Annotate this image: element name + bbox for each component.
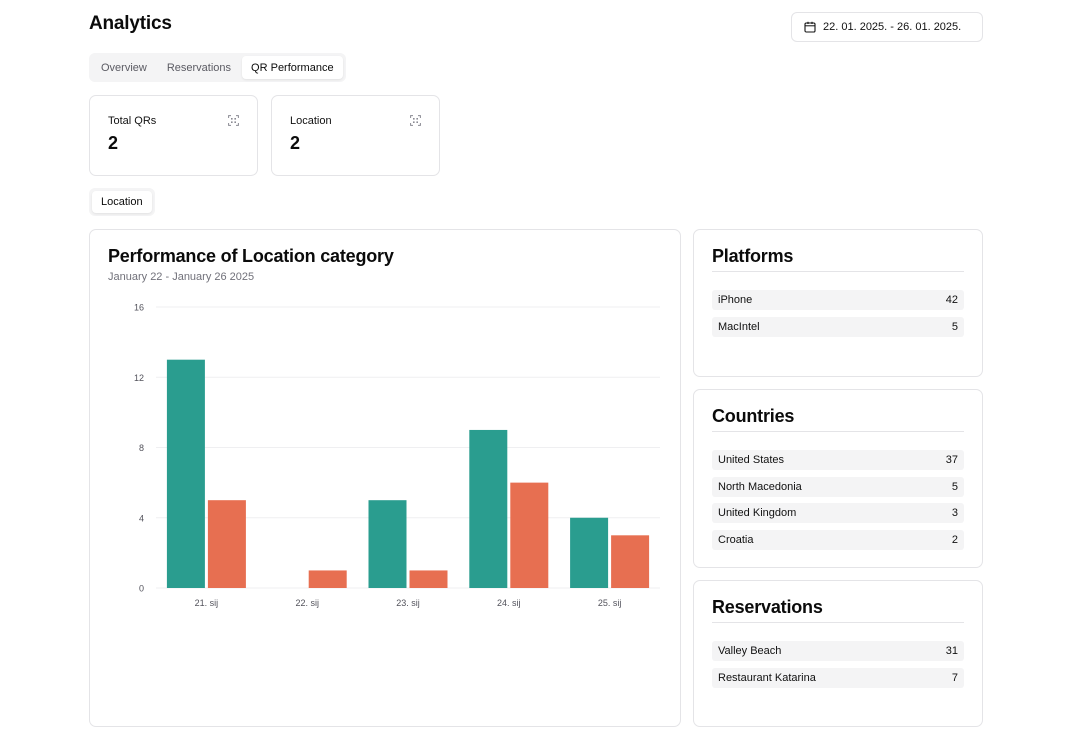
- chart-subtitle: January 22 - January 26 2025: [108, 271, 255, 283]
- country-count: 2: [951, 533, 958, 546]
- qr-scan-icon: [410, 115, 421, 126]
- bar: [611, 535, 650, 588]
- country-count: 37: [945, 454, 958, 466]
- analytics-tabs: Overview Reservations QR Performance: [89, 53, 346, 82]
- stat-card-location: Location 2: [271, 95, 440, 176]
- calendar-icon: [804, 21, 816, 33]
- x-tick-label: 22. sij: [295, 598, 319, 608]
- bar: [207, 500, 246, 588]
- y-tick-label: 8: [139, 443, 144, 453]
- bar: [409, 570, 448, 588]
- qr-scan-icon: [228, 115, 239, 126]
- y-tick-label: 0: [139, 584, 144, 594]
- platform-name: iPhone: [718, 294, 753, 306]
- reservation-count: 31: [945, 645, 958, 657]
- reservation-count: 7: [951, 671, 958, 684]
- y-tick-label: 16: [134, 303, 144, 313]
- platforms-title: Platforms: [712, 246, 794, 266]
- platform-count: 42: [945, 294, 958, 306]
- list-item: United States 37: [712, 450, 964, 470]
- performance-chart-card: Performance of Location category January…: [89, 229, 681, 727]
- y-tick-label: 4: [139, 513, 144, 523]
- reservation-name: Restaurant Katarina: [718, 671, 816, 684]
- list-item: MacIntel 5: [712, 316, 964, 337]
- bar: [308, 570, 347, 588]
- divider: [712, 271, 964, 272]
- tab-overview[interactable]: Overview: [101, 61, 147, 74]
- date-range-text: 22. 01. 2025. - 26. 01. 2025.: [823, 21, 962, 33]
- list-item: Restaurant Katarina 7: [712, 667, 964, 688]
- country-count: 5: [951, 480, 958, 493]
- list-item: North Macedonia 5: [712, 476, 964, 497]
- chart-title: Performance of Location category: [108, 246, 394, 266]
- divider: [712, 622, 964, 623]
- reservations-card: Reservations Valley Beach 31 Restaurant …: [693, 580, 983, 727]
- page-title: Analytics: [89, 13, 172, 34]
- countries-title: Countries: [712, 406, 795, 426]
- stat-value: 2: [108, 133, 119, 153]
- y-tick-label: 12: [134, 373, 144, 383]
- bar-chart: 0 4 8 12 16 21. sij 22. sij 23. sij 24. sij 25. s…: [134, 303, 660, 608]
- divider: [712, 431, 964, 432]
- x-tick-label: 21. sij: [195, 598, 219, 608]
- tab-reservations[interactable]: Reservations: [166, 61, 232, 74]
- x-tick-label: 23. sij: [396, 598, 420, 608]
- bar: [368, 500, 407, 588]
- bar: [469, 429, 508, 588]
- x-tick-label: 25. sij: [598, 598, 622, 608]
- country-count: 3: [951, 507, 958, 519]
- category-filter: Location: [89, 188, 155, 216]
- tab-qr-performance[interactable]: QR Performance: [242, 56, 343, 79]
- stat-label: Location: [290, 115, 332, 127]
- reservations-title: Reservations: [712, 597, 823, 617]
- countries-card: Countries United States 37 North Macedon…: [693, 389, 983, 568]
- stat-card-total-qrs: Total QRs 2: [89, 95, 258, 176]
- list-item: Valley Beach 31: [712, 641, 964, 661]
- date-range-picker[interactable]: 22. 01. 2025. - 26. 01. 2025.: [791, 12, 983, 42]
- stat-value: 2: [290, 133, 301, 153]
- bar: [510, 482, 549, 588]
- x-tick-label: 24. sij: [497, 598, 521, 608]
- country-name: Croatia: [718, 533, 754, 546]
- filter-location-button[interactable]: Location: [92, 191, 152, 213]
- reservation-name: Valley Beach: [718, 645, 782, 657]
- bar: [166, 359, 205, 588]
- stat-label: Total QRs: [108, 115, 157, 127]
- country-name: North Macedonia: [718, 480, 802, 493]
- list-item: Croatia 2: [712, 529, 964, 550]
- platforms-card: Platforms iPhone 42 MacIntel 5: [693, 229, 983, 377]
- list-item: United Kingdom 3: [712, 503, 964, 523]
- bar: [570, 517, 609, 588]
- country-name: United Kingdom: [718, 507, 797, 519]
- country-name: United States: [718, 454, 785, 466]
- platform-count: 5: [951, 320, 958, 333]
- platform-name: MacIntel: [718, 320, 760, 333]
- list-item: iPhone 42: [712, 290, 964, 310]
